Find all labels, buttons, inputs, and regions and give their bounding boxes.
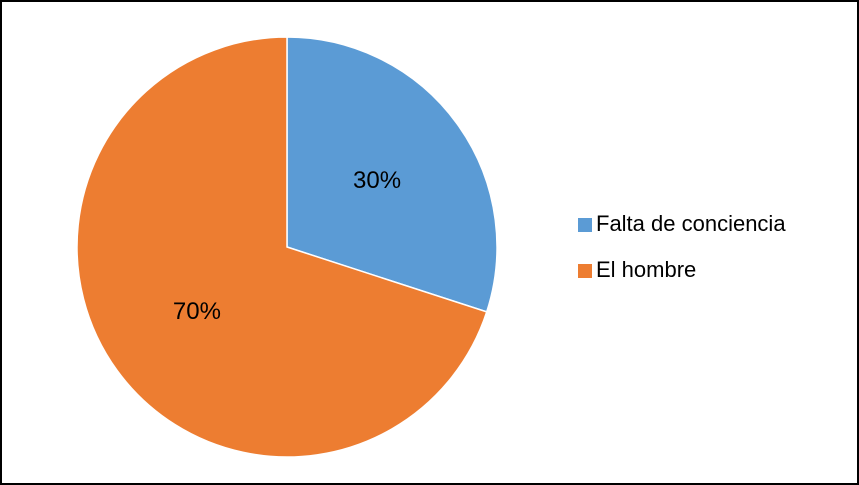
legend-label: Falta de conciencia [596, 211, 786, 236]
legend-swatch [578, 218, 592, 232]
legend-swatch [578, 264, 592, 278]
pie-slice [286, 36, 498, 313]
data-label: 30% [353, 167, 401, 194]
pie-slice [76, 36, 488, 458]
data-label: 70% [173, 298, 221, 325]
legend-label: El hombre [596, 257, 696, 282]
